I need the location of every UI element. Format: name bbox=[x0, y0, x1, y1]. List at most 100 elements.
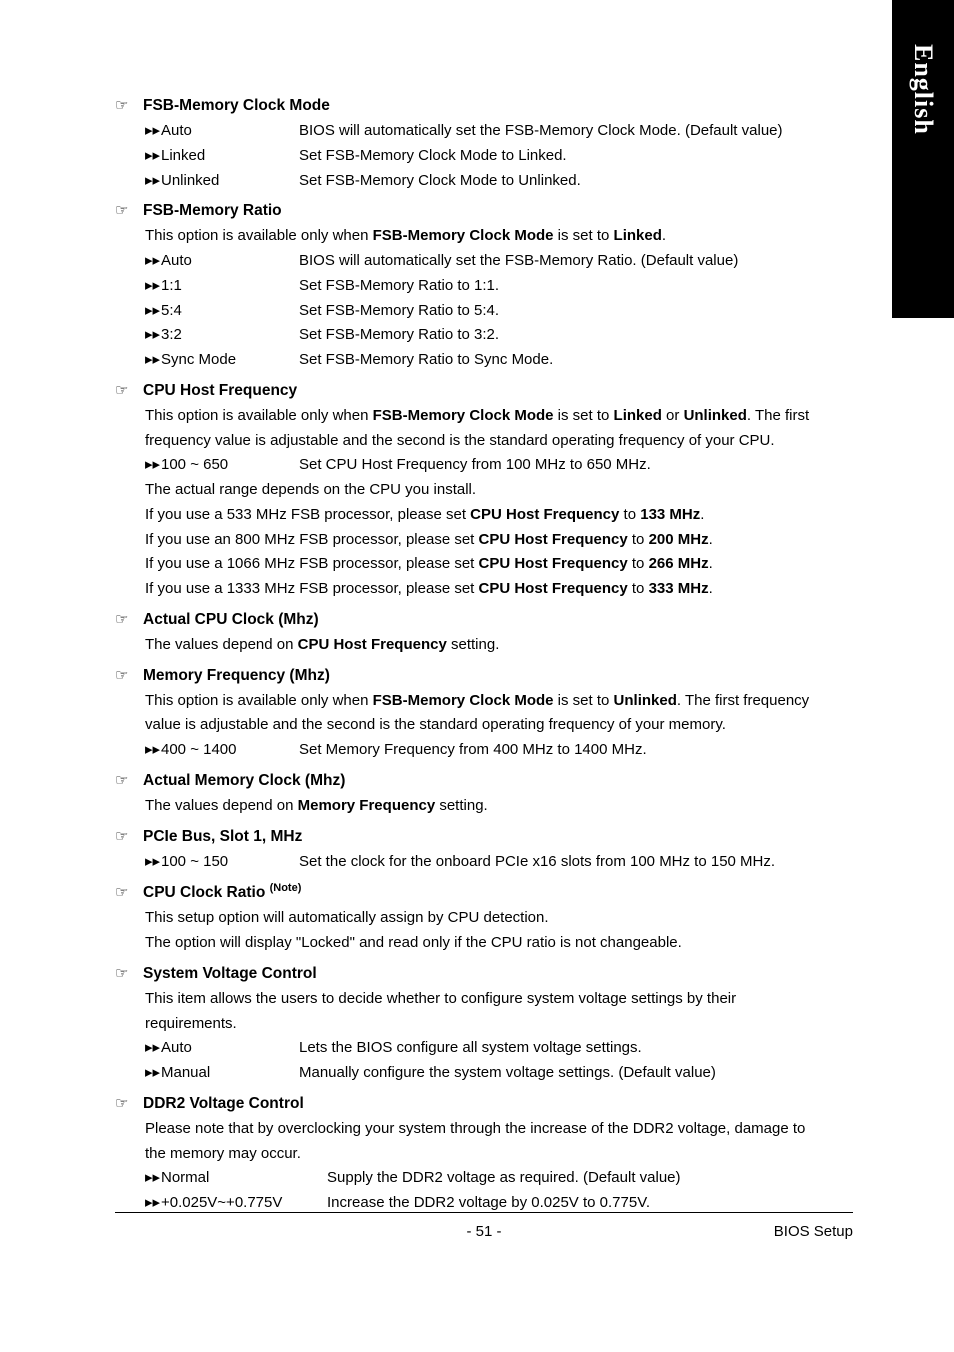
arrow-icon: ▸▸ bbox=[145, 119, 161, 144]
section-title: PCIe Bus, Slot 1, MHz bbox=[143, 828, 302, 846]
arrow-icon: ▸▸ bbox=[145, 274, 161, 299]
option-description: Set CPU Host Frequency from 100 MHz to 6… bbox=[299, 453, 814, 478]
section-body-line: If you use a 1333 MHz FSB processor, ple… bbox=[145, 577, 814, 602]
section-heading-row: ☞Memory Frequency (Mhz) bbox=[115, 666, 814, 685]
option-description: Set FSB-Memory Ratio to 1:1. bbox=[299, 274, 814, 299]
option-label: Normal bbox=[161, 1166, 327, 1191]
section-heading-row: ☞CPU Host Frequency bbox=[115, 381, 814, 400]
arrow-icon: ▸▸ bbox=[145, 348, 161, 373]
section-body-line: The option will display "Locked" and rea… bbox=[145, 931, 814, 956]
section-title: DDR2 Voltage Control bbox=[143, 1095, 304, 1113]
option-row: ▸▸3:2Set FSB-Memory Ratio to 3:2. bbox=[145, 323, 814, 348]
section-heading-row: ☞Actual Memory Clock (Mhz) bbox=[115, 771, 814, 790]
section-intro: This option is available only when FSB-M… bbox=[145, 224, 814, 249]
arrow-icon: ▸▸ bbox=[145, 1061, 161, 1086]
section-body-line: If you use an 800 MHz FSB processor, ple… bbox=[145, 528, 814, 553]
section: ☞Actual CPU Clock (Mhz)The values depend… bbox=[115, 610, 814, 658]
option-label: 100 ~ 150 bbox=[161, 850, 299, 875]
hand-icon: ☞ bbox=[115, 1094, 143, 1112]
option-row: ▸▸NormalSupply the DDR2 voltage as requi… bbox=[145, 1166, 814, 1191]
arrow-icon: ▸▸ bbox=[145, 299, 161, 324]
language-tab: English bbox=[892, 0, 954, 318]
section-heading-row: ☞System Voltage Control bbox=[115, 964, 814, 983]
section-title: CPU Clock Ratio (Note) bbox=[143, 882, 301, 902]
page-footer: - 51 - BIOS Setup bbox=[115, 1212, 853, 1240]
page-body: ☞FSB-Memory Clock Mode▸▸AutoBIOS will au… bbox=[0, 0, 854, 1264]
section: ☞Memory Frequency (Mhz) This option is av… bbox=[115, 666, 814, 763]
option-description: Set FSB-Memory Ratio to 5:4. bbox=[299, 299, 814, 324]
section-intro: This item allows the users to decide whe… bbox=[145, 987, 814, 1037]
option-description: Set Memory Frequency from 400 MHz to 140… bbox=[299, 738, 814, 763]
arrow-icon: ▸▸ bbox=[145, 1036, 161, 1061]
arrow-icon: ▸▸ bbox=[145, 850, 161, 875]
section-title: Actual CPU Clock (Mhz) bbox=[143, 611, 319, 629]
section-body-line: If you use a 533 MHz FSB processor, plea… bbox=[145, 503, 814, 528]
option-description: Set FSB-Memory Ratio to Sync Mode. bbox=[299, 348, 814, 373]
option-row: ▸▸100 ~ 650Set CPU Host Frequency from 1… bbox=[145, 453, 814, 478]
option-description: Manually configure the system voltage se… bbox=[299, 1061, 814, 1086]
section: ☞System Voltage Control This item allows … bbox=[115, 964, 814, 1086]
footer-page-number: - 51 - bbox=[361, 1223, 607, 1240]
section-body-line: The actual range depends on the CPU you … bbox=[145, 478, 814, 503]
arrow-icon: ▸▸ bbox=[145, 169, 161, 194]
language-tab-label: English bbox=[908, 44, 938, 135]
option-row: ▸▸AutoLets the BIOS configure all system… bbox=[145, 1036, 814, 1061]
section-intro: The values depend on Memory Frequency se… bbox=[145, 794, 814, 819]
arrow-icon: ▸▸ bbox=[145, 1166, 161, 1191]
note-superscript: (Note) bbox=[270, 882, 302, 894]
section-heading-row: ☞DDR2 Voltage Control bbox=[115, 1094, 814, 1113]
option-row: ▸▸Sync ModeSet FSB-Memory Ratio to Sync … bbox=[145, 348, 814, 373]
arrow-icon: ▸▸ bbox=[145, 249, 161, 274]
hand-icon: ☞ bbox=[115, 964, 143, 982]
option-label: Manual bbox=[161, 1061, 299, 1086]
section-title: CPU Host Frequency bbox=[143, 382, 297, 400]
option-row: ▸▸5:4Set FSB-Memory Ratio to 5:4. bbox=[145, 299, 814, 324]
option-description: Set FSB-Memory Clock Mode to Linked. bbox=[299, 144, 814, 169]
option-row: ▸▸ManualManually configure the system vo… bbox=[145, 1061, 814, 1086]
option-label: Unlinked bbox=[161, 169, 299, 194]
hand-icon: ☞ bbox=[115, 381, 143, 399]
section-title: FSB-Memory Clock Mode bbox=[143, 97, 330, 115]
option-description: Supply the DDR2 voltage as required. (De… bbox=[327, 1166, 814, 1191]
option-description: Set FSB-Memory Clock Mode to Unlinked. bbox=[299, 169, 814, 194]
section-body-line: If you use a 1066 MHz FSB processor, ple… bbox=[145, 552, 814, 577]
section-intro: This option is available only when FSB-M… bbox=[145, 689, 814, 739]
option-row: ▸▸100 ~ 150Set the clock for the onboard… bbox=[145, 850, 814, 875]
arrow-icon: ▸▸ bbox=[145, 323, 161, 348]
arrow-icon: ▸▸ bbox=[145, 453, 161, 478]
section-intro: Please note that by overclocking your sy… bbox=[145, 1117, 814, 1167]
hand-icon: ☞ bbox=[115, 666, 143, 684]
option-label: 100 ~ 650 bbox=[161, 453, 299, 478]
option-label: Sync Mode bbox=[161, 348, 299, 373]
option-label: 1:1 bbox=[161, 274, 299, 299]
section-heading-row: ☞Actual CPU Clock (Mhz) bbox=[115, 610, 814, 629]
section-heading-row: ☞FSB-Memory Ratio bbox=[115, 201, 814, 220]
footer-section: BIOS Setup bbox=[607, 1223, 853, 1240]
section-heading-row: ☞CPU Clock Ratio (Note) bbox=[115, 882, 814, 902]
hand-icon: ☞ bbox=[115, 96, 143, 114]
option-label: 400 ~ 1400 bbox=[161, 738, 299, 763]
hand-icon: ☞ bbox=[115, 827, 143, 845]
hand-icon: ☞ bbox=[115, 771, 143, 789]
option-row: ▸▸400 ~ 1400Set Memory Frequency from 40… bbox=[145, 738, 814, 763]
section: ☞PCIe Bus, Slot 1, MHz ▸▸100 ~ 150Set the… bbox=[115, 827, 814, 875]
option-row: ▸▸1:1Set FSB-Memory Ratio to 1:1. bbox=[145, 274, 814, 299]
arrow-icon: ▸▸ bbox=[145, 144, 161, 169]
section-title: Memory Frequency (Mhz) bbox=[143, 667, 330, 685]
option-label: 5:4 bbox=[161, 299, 299, 324]
option-label: Auto bbox=[161, 119, 299, 144]
section: ☞FSB-Memory Clock Mode ▸▸AutoBIOS will au… bbox=[115, 96, 814, 193]
option-row: ▸▸AutoBIOS will automatically set the FS… bbox=[145, 119, 814, 144]
section-title: FSB-Memory Ratio bbox=[143, 202, 282, 220]
hand-icon: ☞ bbox=[115, 201, 143, 219]
section: ☞CPU Clock Ratio (Note)This setup option… bbox=[115, 882, 814, 956]
hand-icon: ☞ bbox=[115, 610, 143, 628]
option-label: Linked bbox=[161, 144, 299, 169]
option-description: Set FSB-Memory Ratio to 3:2. bbox=[299, 323, 814, 348]
section-intro: This option is available only when FSB-M… bbox=[145, 404, 814, 454]
option-description: BIOS will automatically set the FSB-Memo… bbox=[299, 249, 814, 274]
option-label: 3:2 bbox=[161, 323, 299, 348]
section-heading-row: ☞FSB-Memory Clock Mode bbox=[115, 96, 814, 115]
section: ☞FSB-Memory Ratio This option is availabl… bbox=[115, 201, 814, 373]
section-heading-row: ☞PCIe Bus, Slot 1, MHz bbox=[115, 827, 814, 846]
